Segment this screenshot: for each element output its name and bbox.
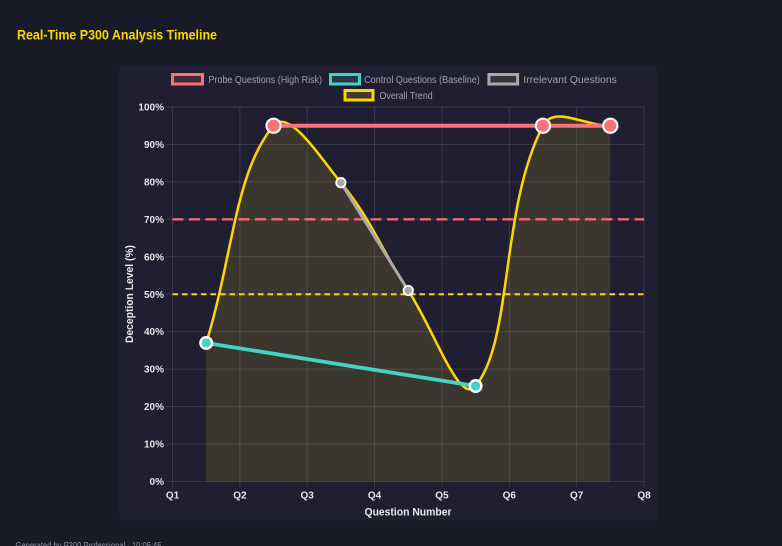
- svg-text:80%: 80%: [144, 177, 164, 188]
- svg-text:90%: 90%: [144, 140, 164, 151]
- svg-text:Q6: Q6: [503, 491, 517, 502]
- svg-text:10%: 10%: [144, 440, 164, 451]
- svg-text:Control Questions (Baseline): Control Questions (Baseline): [364, 75, 480, 86]
- svg-text:Q8: Q8: [637, 491, 651, 502]
- svg-text:Generated by P300 Professional: Generated by P300 Professional - 10:05:4…: [16, 541, 162, 546]
- svg-text:Question Number: Question Number: [365, 507, 453, 519]
- svg-text:Q3: Q3: [301, 491, 315, 502]
- svg-text:Irrelevant Questions: Irrelevant Questions: [523, 75, 617, 86]
- svg-text:100%: 100%: [138, 103, 164, 114]
- svg-text:30%: 30%: [144, 365, 164, 376]
- svg-text:Deception Level (%): Deception Level (%): [124, 245, 136, 343]
- svg-text:0%: 0%: [150, 477, 165, 488]
- svg-text:Q1: Q1: [166, 491, 180, 502]
- svg-text:Q7: Q7: [570, 491, 584, 502]
- svg-text:Q2: Q2: [233, 491, 247, 502]
- svg-text:40%: 40%: [144, 327, 164, 338]
- svg-text:60%: 60%: [144, 252, 164, 263]
- svg-text:Q4: Q4: [368, 491, 382, 502]
- svg-text:Q5: Q5: [435, 491, 449, 502]
- svg-text:Real-Time P300 Analysis Timeli: Real-Time P300 Analysis Timeline: [17, 27, 217, 43]
- svg-text:Overall Trend: Overall Trend: [380, 91, 433, 102]
- svg-text:50%: 50%: [144, 290, 164, 301]
- svg-text:70%: 70%: [144, 215, 164, 226]
- svg-text:20%: 20%: [144, 402, 164, 413]
- svg-text:Probe Questions (High Risk): Probe Questions (High Risk): [209, 75, 323, 86]
